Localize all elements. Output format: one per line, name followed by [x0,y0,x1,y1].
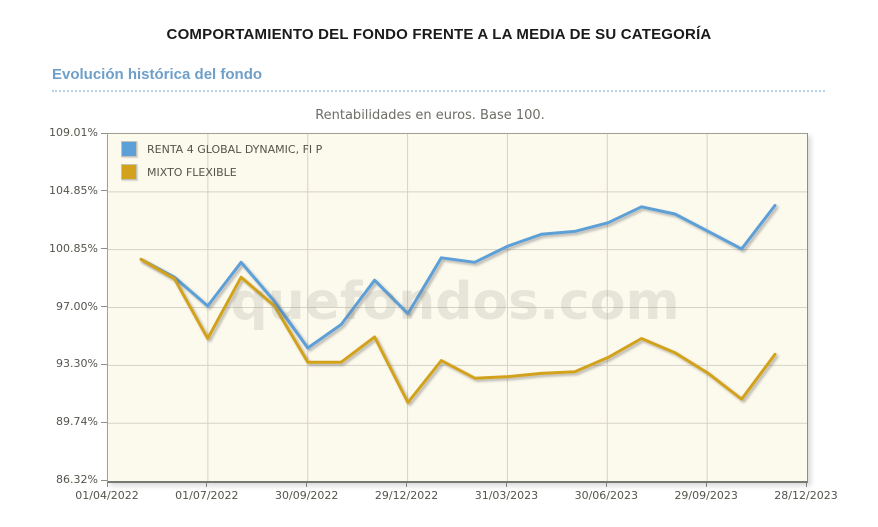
legend-label: RENTA 4 GLOBAL DYNAMIC, FI P [147,142,323,156]
x-axis-tick [206,482,208,487]
y-axis-tick [101,190,107,192]
y-axis-tick-label: 93.30% [56,357,98,371]
legend-swatch-icon [121,141,137,157]
x-axis-tick [406,482,408,487]
chart-canvas [108,134,807,481]
y-axis-tick-label: 89.74% [56,415,98,429]
legend-swatch-icon [121,164,137,180]
x-axis-tick-label: 28/12/2023 [774,489,838,502]
x-axis-tick-label: 01/07/2022 [175,489,239,502]
x-axis-tick-label: 30/06/2023 [574,489,638,502]
chart-legend: RENTA 4 GLOBAL DYNAMIC, FI P MIXTO FLEXIB… [121,141,322,187]
y-axis-tick [101,421,107,423]
x-axis-tick-label: 01/04/2022 [75,489,139,502]
y-axis-tick [101,306,107,308]
legend-label: MIXTO FLEXIBLE [147,165,237,179]
x-axis-tick [106,482,108,487]
plot-area [107,133,808,483]
x-axis-tick-label: 29/09/2023 [674,489,738,502]
y-axis-tick-label: 104.85% [49,183,98,197]
page-title: COMPORTAMIENTO DEL FONDO FRENTE A LA MED… [166,26,712,43]
x-axis-tick [705,482,707,487]
x-axis-tick-label: 30/09/2022 [275,489,339,502]
x-axis-tick [306,482,308,487]
y-axis-tick [101,132,107,134]
x-axis-tick [805,482,807,487]
x-axis-tick-label: 29/12/2022 [374,489,439,502]
x-axis-tick [605,482,607,487]
y-axis-tick-label: 86.32% [56,473,98,486]
y-axis-tick-label: 100.85% [49,241,98,255]
chart-subtitle: Rentabilidades en euros. Base 100. [315,108,545,123]
x-axis-tick-label: 31/03/2023 [474,489,539,502]
x-axis-tick [505,482,507,487]
y-axis-tick-label: 109.01% [49,126,98,139]
y-axis-tick-label: 97.00% [56,299,98,313]
y-axis-tick [101,363,107,365]
y-axis-tick [101,479,107,481]
chart-grid [108,134,807,481]
legend-item-mixto-flexible: MIXTO FLEXIBLE [121,164,322,180]
series-line-renta-4-global-dynamic-fi-p [139,203,777,350]
y-axis-tick [101,248,107,250]
series-line-mixto-flexible [139,257,777,404]
section-heading: Evolución histórica del fondo [52,66,825,92]
legend-item-renta-4-global-dynamic-fi-p: RENTA 4 GLOBAL DYNAMIC, FI P [121,141,322,157]
